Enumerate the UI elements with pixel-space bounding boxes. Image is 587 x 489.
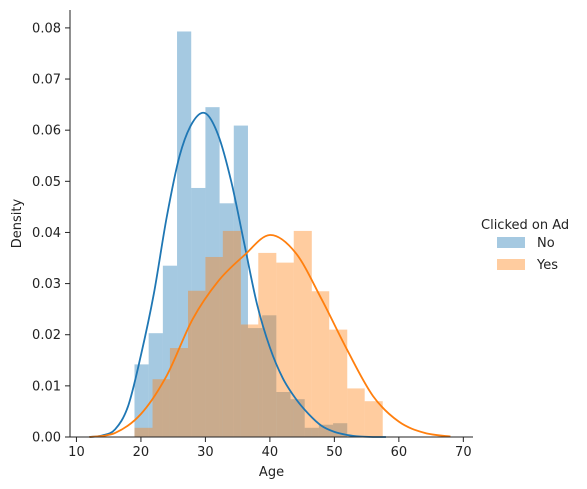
y-tick-label: 0.01 [32,379,61,394]
x-tick-label: 30 [197,445,214,460]
y-tick-label: 0.04 [32,226,61,241]
y-tick-label: 0.00 [32,431,61,446]
hist-bar-no-9 [262,315,277,437]
hist-bar-no-2 [162,265,178,437]
hist-bar-no-8 [247,328,263,437]
hist-bar-yes-13 [364,401,383,437]
hist-bar-no-13 [318,424,334,437]
kde-line-yes [89,234,451,438]
x-tick-label: 50 [326,445,343,460]
y-tick-label: 0.03 [32,277,61,292]
hist-bar-no-1 [148,333,163,437]
x-tick-label: 40 [262,445,279,460]
hist-bar-no-7 [233,125,248,437]
y-axis-label: Density [10,198,25,248]
hist-bar-yes-9 [293,230,312,437]
x-axis-label: Age [259,465,284,480]
x-tick-label: 20 [133,445,150,460]
hist-bar-no-10 [276,391,291,437]
legend-items: No Yes [497,236,558,273]
histogram-bars-no [134,31,348,437]
y-tick-label: 0.05 [32,175,61,190]
y-tick-label: 0.08 [32,21,61,36]
hist-bar-yes-1 [152,379,170,437]
x-tick-label: 60 [391,445,408,460]
y-tick-label: 0.06 [32,124,61,139]
y-axis-ticks: 0.00 0.01 0.02 0.03 0.04 0.05 0.06 0.07 0.08 [32,21,70,446]
hist-bar-no-0 [134,364,149,437]
hist-bar-yes-0 [134,427,153,437]
legend: Clicked on Ad No Yes [481,218,569,273]
hist-bar-yes-7 [258,252,277,437]
legend-title: Clicked on Ad [481,218,569,233]
legend-label-yes: Yes [536,258,558,273]
axes [69,10,473,438]
legend-label-no: No [537,236,555,251]
hist-bar-yes-4 [205,256,223,437]
x-axis-ticks: 10 20 30 40 50 60 70 [68,437,472,460]
hist-bar-no-5 [205,107,220,437]
hist-bar-no-6 [219,203,234,437]
hist-bar-no-11 [290,399,305,437]
x-tick-label: 10 [68,445,85,460]
hist-bar-yes-11 [329,329,348,437]
y-tick-label: 0.07 [32,73,61,88]
legend-swatch-no [497,237,525,248]
hist-bar-yes-5 [222,230,241,437]
y-tick-label: 0.02 [32,328,61,343]
hist-bar-no-4 [191,187,206,437]
hist-bar-yes-8 [276,262,294,437]
hist-bar-no-12 [304,427,319,437]
hist-bar-yes-6 [240,324,259,437]
legend-swatch-yes [497,259,525,270]
hist-bar-yes-2 [169,348,188,437]
kde-line-no [89,111,386,438]
kde-lines [89,111,451,438]
x-tick-label: 70 [455,445,472,460]
hist-bar-yes-3 [187,290,206,437]
hist-bar-yes-10 [311,291,330,437]
hist-bar-yes-12 [347,388,365,437]
